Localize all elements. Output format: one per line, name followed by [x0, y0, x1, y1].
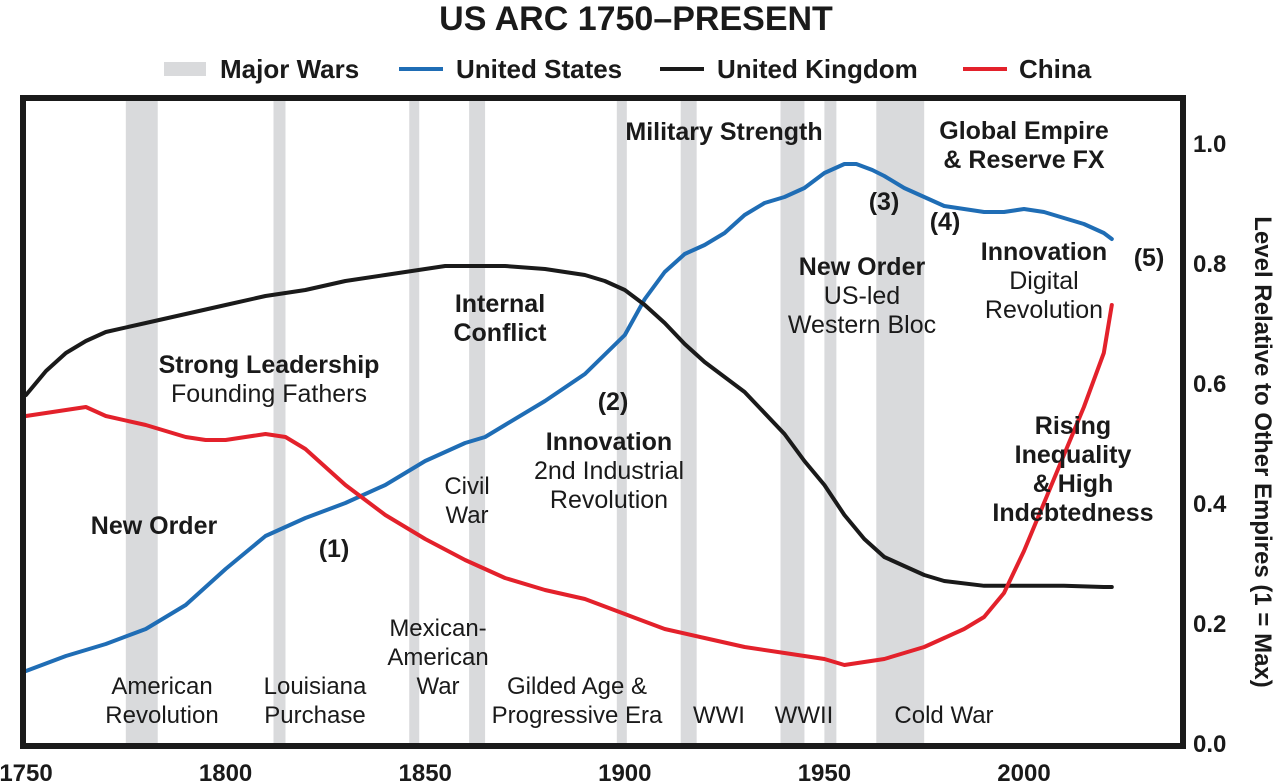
- war-band-9: [876, 101, 925, 743]
- war-band-7: [780, 101, 805, 743]
- war-bands: [125, 101, 925, 743]
- y-tick-label-3: 0.4: [1193, 491, 1227, 518]
- annotation-4-label: Internal: [455, 290, 545, 318]
- series-line-china: [24, 303, 1114, 667]
- annotation-3-label: (1): [319, 535, 350, 563]
- y-tick-label-2: 0.2: [1193, 611, 1226, 638]
- war-band-6: [680, 101, 697, 743]
- annotation-1-sub-1: Founding Fathers: [171, 380, 367, 408]
- war-band-3: [409, 101, 420, 743]
- annotation-6-sub-1: 2nd Industrial: [534, 457, 684, 485]
- war-label-3-line-3: War: [416, 673, 459, 700]
- war-label-4-line-2: War: [445, 502, 488, 529]
- annotation-7-label: Military Strength: [625, 118, 822, 146]
- war-label-4-line-1: Civil: [444, 473, 489, 500]
- war-label-1-line-2: Revolution: [105, 702, 218, 729]
- war-band-8: [824, 101, 837, 743]
- war-labels: AmericanRevolutionLouisianaPurchaseMexic…: [105, 473, 993, 729]
- war-band-4: [469, 101, 486, 743]
- series-line-united-states: [24, 162, 1114, 673]
- annotation-1-label: Strong Leadership: [159, 351, 380, 379]
- y-tick-label-5: 0.8: [1193, 251, 1226, 278]
- legend: Major Wars United States United Kingdom Chi…: [164, 54, 1092, 84]
- y-axis-ticks: 0.0 0.2 0.4 0.6 0.8 1.0: [1193, 131, 1227, 758]
- x-tick-label-2000: 2000: [997, 760, 1050, 784]
- legend-label-4: China: [1019, 54, 1092, 84]
- y-tick-label-4: 0.6: [1193, 371, 1226, 398]
- annotation-11-sub-1: US-led: [824, 282, 900, 310]
- annotation-9-bold-1: & Reserve FX: [943, 146, 1105, 174]
- annotation-12-sub-1: Digital: [1009, 267, 1078, 295]
- war-label-5-line-2: Progressive Era: [492, 702, 663, 729]
- annotation-13-label: (5): [1134, 244, 1165, 272]
- war-label-3-line-1: Mexican-: [389, 615, 486, 642]
- annotation-4-bold-1: Conflict: [453, 319, 547, 347]
- annotation-14-bold-1: Inequality: [1015, 441, 1132, 469]
- x-tick-label-1850: 1850: [399, 760, 452, 784]
- series-lines: [24, 162, 1114, 673]
- legend-label-1: Major Wars: [220, 54, 359, 84]
- war-label-6-line-1: WWI: [693, 702, 745, 729]
- annotation-6-label: Innovation: [546, 428, 672, 456]
- annotation-11-label: New Order: [799, 253, 926, 281]
- war-label-2-line-1: Louisiana: [264, 673, 367, 700]
- annotation-12-sub-2: Revolution: [985, 296, 1103, 324]
- war-label-2-line-2: Purchase: [264, 702, 365, 729]
- series-line-united-kingdom: [24, 264, 1114, 589]
- x-tick-label-1800: 1800: [199, 760, 252, 784]
- x-axis-ticks: 1750 1800 1850 1900 1950 2000: [0, 760, 1051, 784]
- x-tick-label-1900: 1900: [598, 760, 651, 784]
- war-label-9-line-1: Cold War: [894, 702, 993, 729]
- y-tick-label-6: 1.0: [1193, 131, 1226, 158]
- annotation-6-sub-2: Revolution: [550, 486, 668, 514]
- legend-label-2: United States: [456, 54, 622, 84]
- y-tick-label-1: 0.0: [1193, 731, 1226, 758]
- war-band-2: [273, 101, 286, 743]
- annotation-5-label: (2): [598, 388, 629, 416]
- annotation-14-bold-2: & High: [1033, 470, 1114, 498]
- war-label-1-line-1: American: [111, 673, 212, 700]
- annotation-10-label: (4): [930, 208, 961, 236]
- x-tick-label-1750: 1750: [0, 760, 53, 784]
- war-label-5-line-1: Gilded Age &: [507, 673, 647, 700]
- annotation-9-label: Global Empire: [939, 117, 1109, 145]
- annotation-8-label: (3): [869, 188, 900, 216]
- chart-title: US ARC 1750–PRESENT: [439, 0, 833, 38]
- y-axis-label: Level Relative to Other Empires (1 = Max…: [1249, 216, 1276, 688]
- annotation-11-sub-2: Western Bloc: [788, 311, 936, 339]
- annotation-14-bold-3: Indebtedness: [992, 499, 1153, 527]
- legend-label-3: United Kingdom: [717, 54, 918, 84]
- plot-frame: [20, 95, 1186, 749]
- annotation-14-label: Rising: [1035, 412, 1111, 440]
- war-label-3-line-2: American: [387, 644, 488, 671]
- annotation-2-label: New Order: [91, 512, 218, 540]
- war-band-5: [616, 101, 627, 743]
- annotation-12-label: Innovation: [981, 238, 1107, 266]
- x-tick-label-1950: 1950: [798, 760, 851, 784]
- war-label-7-line-1: WWII: [775, 702, 834, 729]
